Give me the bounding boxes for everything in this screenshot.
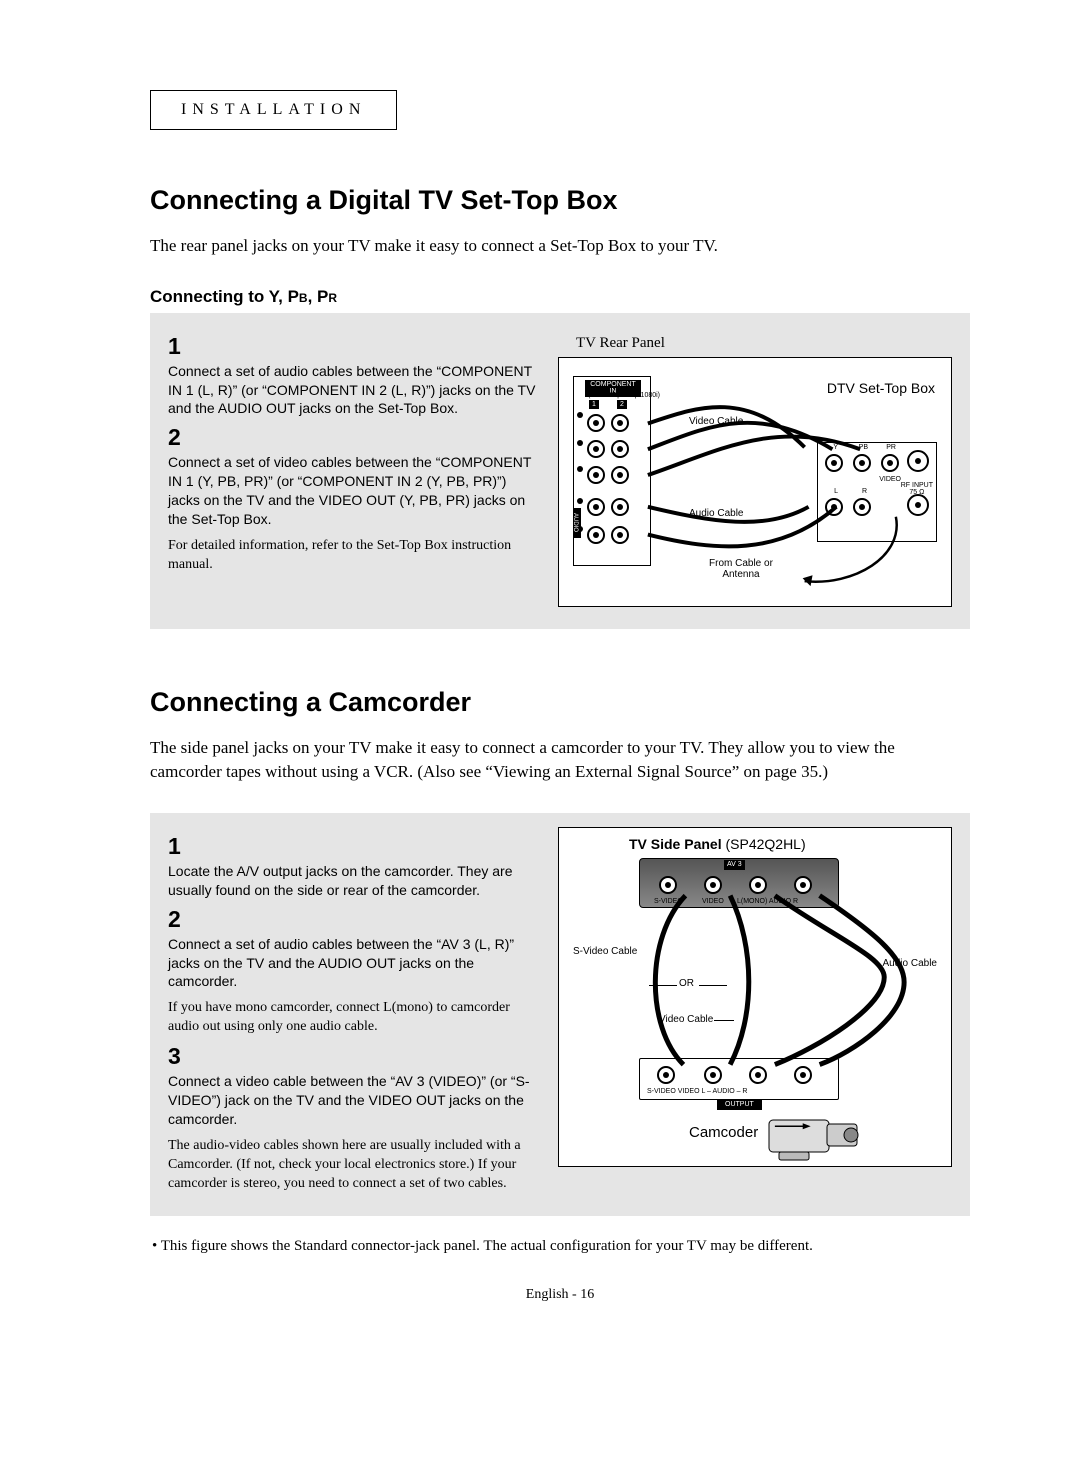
step-text: Connect a video cable between the “AV 3 … <box>168 1072 538 1129</box>
step-note: The audio-video cables shown here are us… <box>168 1137 538 1194</box>
step-text: Connect a set of audio cables between th… <box>168 362 538 419</box>
diagram-camcorder: TV Side Panel (SP42Q2HL) AV 3 S-VIDEO VI… <box>558 827 952 1167</box>
step-note: If you have mono camcorder, connect L(mo… <box>168 999 538 1037</box>
step-num: 2 <box>168 906 538 933</box>
step-note: For detailed information, refer to the S… <box>168 537 538 575</box>
step-num: 3 <box>168 1043 538 1070</box>
step-text: Locate the A/V output jacks on the camco… <box>168 862 538 900</box>
heading-settop: Connecting a Digital TV Set-Top Box <box>150 185 970 216</box>
footnote: • This figure shows the Standard connect… <box>150 1236 970 1257</box>
panel-settop: 1 Connect a set of audio cables between … <box>150 313 970 629</box>
label-tv-rear: TV Rear Panel <box>576 335 665 352</box>
subheading-ypbpr: Connecting to Y, PB, PR <box>150 287 970 307</box>
step-num: 1 <box>168 333 538 360</box>
step-num: 1 <box>168 833 538 860</box>
intro-b: The side panel jacks on your TV make it … <box>150 736 970 785</box>
step-text: Connect a set of audio cables between th… <box>168 935 538 992</box>
diagram-settop: COMPONENT IN (480i/480p/720p/1080i) 1 2 <box>558 357 952 607</box>
panel-camcorder: 1 Locate the A/V output jacks on the cam… <box>150 813 970 1216</box>
step-num: 2 <box>168 424 538 451</box>
intro-a: The rear panel jacks on your TV make it … <box>150 234 970 259</box>
heading-camcorder: Connecting a Camcorder <box>150 687 970 718</box>
step-text: Connect a set of video cables between th… <box>168 453 538 529</box>
section-header: INSTALLATION <box>150 90 397 130</box>
page-number: English - 16 <box>150 1287 970 1303</box>
